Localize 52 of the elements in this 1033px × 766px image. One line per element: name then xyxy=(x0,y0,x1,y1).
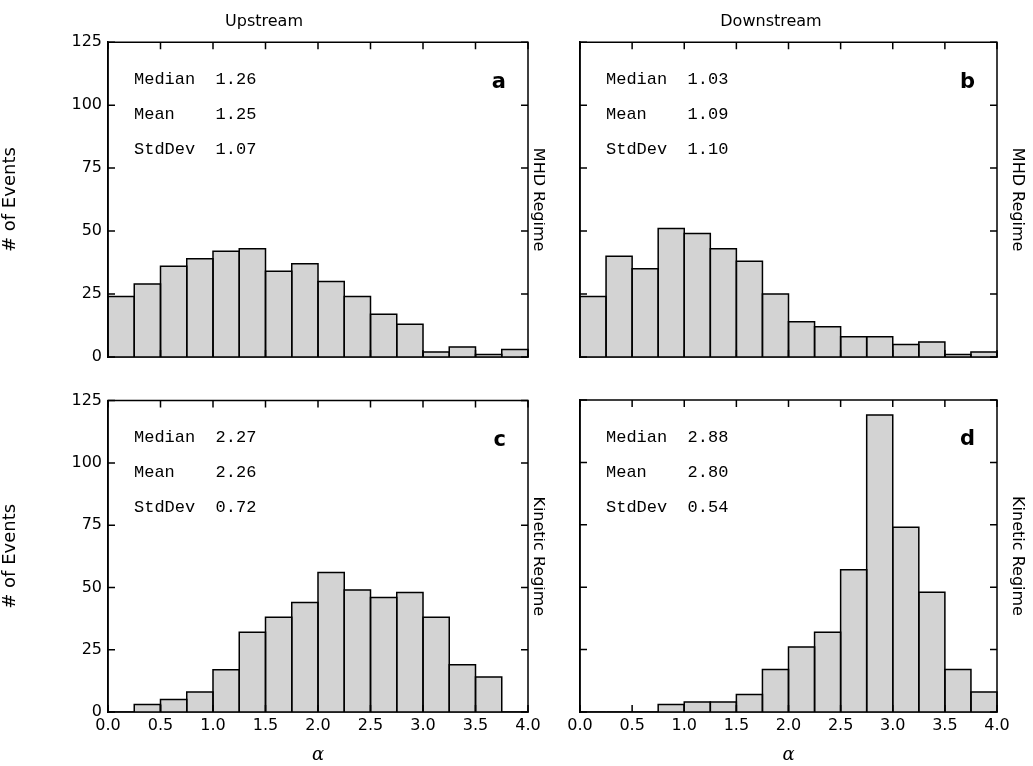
annotation: c xyxy=(493,427,506,452)
annotation: Mean 2.80 xyxy=(606,462,729,482)
x-tick-label: 2.0 xyxy=(775,714,802,734)
annotation: StdDev 0.72 xyxy=(134,498,257,518)
annotation: Mean 1.09 xyxy=(606,104,729,124)
y2-axis-title: MHD Regime xyxy=(1008,147,1028,252)
x-tick-label: 3.5 xyxy=(932,714,958,734)
x-tick-label: 1.5 xyxy=(252,714,279,734)
y-tick-label: 125 xyxy=(71,31,102,51)
x-axis-title: α xyxy=(782,742,795,764)
annotation: StdDev 0.54 xyxy=(606,497,729,517)
x-tick-label: 2.5 xyxy=(357,714,384,734)
y-tick-label: 25 xyxy=(81,283,102,303)
annotation: d xyxy=(959,426,975,451)
y-tick-label: 75 xyxy=(81,157,102,177)
annotation: Median 2.88 xyxy=(606,427,729,447)
x-tick-label: 1.0 xyxy=(200,714,226,734)
y2-axis-title: Kinetic Regime xyxy=(1008,496,1028,616)
y-axis-title: # of Events xyxy=(0,147,20,253)
x-tick-label: 3.5 xyxy=(462,714,489,734)
x-tick-label: 1.5 xyxy=(723,714,750,734)
x-tick-label: 3.0 xyxy=(880,714,906,734)
x-tick-label: 0.0 xyxy=(567,714,593,734)
chart-title: Upstream xyxy=(225,10,303,30)
x-tick-label: 2.0 xyxy=(305,714,331,734)
x-tick-label: 1.0 xyxy=(671,714,697,734)
x-tick-label: 4.0 xyxy=(515,714,541,734)
y-tick-label: 100 xyxy=(71,452,102,472)
x-tick-label: 0.5 xyxy=(619,714,645,734)
annotation: Mean 2.26 xyxy=(134,463,257,483)
y-axis-title: # of Events xyxy=(0,503,20,609)
annotation: b xyxy=(959,68,975,93)
annotation: Median 1.03 xyxy=(606,69,729,89)
y-tick-label: 25 xyxy=(81,638,102,658)
annotation: Median 1.26 xyxy=(134,69,257,89)
x-tick-label: 3.0 xyxy=(410,714,436,734)
y-tick-label: 100 xyxy=(71,94,102,114)
y-tick-label: 125 xyxy=(71,389,102,409)
y-tick-label: 0 xyxy=(91,346,102,366)
x-tick-label: 4.0 xyxy=(984,714,1010,734)
annotation: StdDev 1.10 xyxy=(606,139,729,159)
annotation: Median 2.27 xyxy=(134,428,257,448)
y-tick-label: 50 xyxy=(81,220,102,240)
y-tick-label: 75 xyxy=(81,514,102,534)
x-axis-title: α xyxy=(311,742,325,764)
annotation: Mean 1.25 xyxy=(134,104,257,124)
chart-title: Downstream xyxy=(720,10,822,30)
annotation: a xyxy=(491,68,506,93)
annotation: StdDev 1.07 xyxy=(134,139,257,159)
x-tick-label: 2.5 xyxy=(827,714,854,734)
y-tick-label: 50 xyxy=(81,576,102,596)
x-tick-label: 0.5 xyxy=(147,714,174,734)
